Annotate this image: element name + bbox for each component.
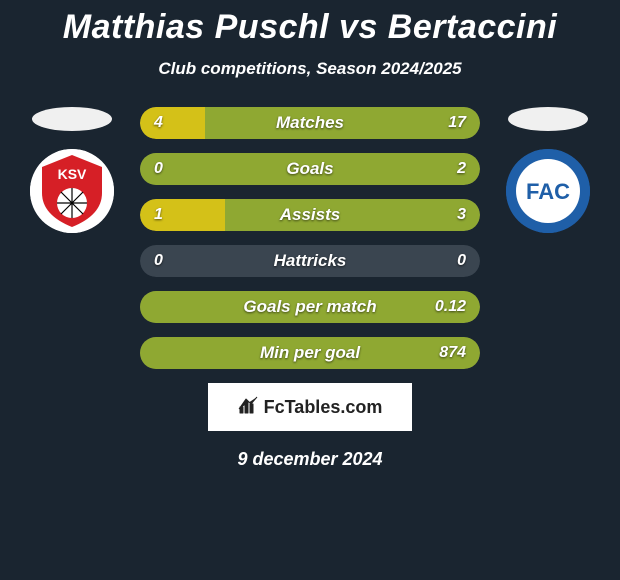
stat-label: Goals per match: [140, 291, 480, 323]
right-player-column: FAC: [498, 107, 598, 233]
stat-label: Goals: [140, 153, 480, 185]
stat-row: 0Hattricks0: [140, 245, 480, 277]
stat-row: 1Assists3: [140, 199, 480, 231]
left-flag-icon: [32, 107, 112, 131]
footer-logo-text: FcTables.com: [264, 397, 383, 418]
snapshot-date: 9 december 2024: [0, 449, 620, 470]
svg-text:KSV: KSV: [58, 166, 87, 182]
svg-text:FAC: FAC: [526, 179, 570, 204]
stats-bars: 4Matches170Goals21Assists30Hattricks0Goa…: [140, 107, 480, 369]
stat-label: Hattricks: [140, 245, 480, 277]
left-player-column: KSV: [22, 107, 122, 233]
stat-label: Matches: [140, 107, 480, 139]
footer-attribution: FcTables.com: [208, 383, 412, 431]
left-club-badge: KSV: [30, 149, 114, 233]
stat-row: Goals per match0.12: [140, 291, 480, 323]
stat-row: 0Goals2: [140, 153, 480, 185]
right-club-badge: FAC: [506, 149, 590, 233]
stat-label: Assists: [140, 199, 480, 231]
left-club-badge-svg: KSV: [30, 149, 114, 233]
stat-row: Min per goal874: [140, 337, 480, 369]
stat-right-value: 874: [439, 337, 466, 369]
stat-right-value: 3: [457, 199, 466, 231]
stat-right-value: 0: [457, 245, 466, 277]
stat-right-value: 0.12: [435, 291, 466, 323]
stat-row: 4Matches17: [140, 107, 480, 139]
comparison-subtitle: Club competitions, Season 2024/2025: [0, 59, 620, 79]
stat-label: Min per goal: [140, 337, 480, 369]
stat-right-value: 2: [457, 153, 466, 185]
comparison-title: Matthias Puschl vs Bertaccini: [0, 0, 620, 47]
right-club-badge-svg: FAC: [506, 149, 590, 233]
chart-icon: [238, 395, 258, 420]
right-flag-icon: [508, 107, 588, 131]
comparison-content: KSV 4Matches170Goals21Assists30Hattricks…: [0, 107, 620, 369]
stat-right-value: 17: [448, 107, 466, 139]
